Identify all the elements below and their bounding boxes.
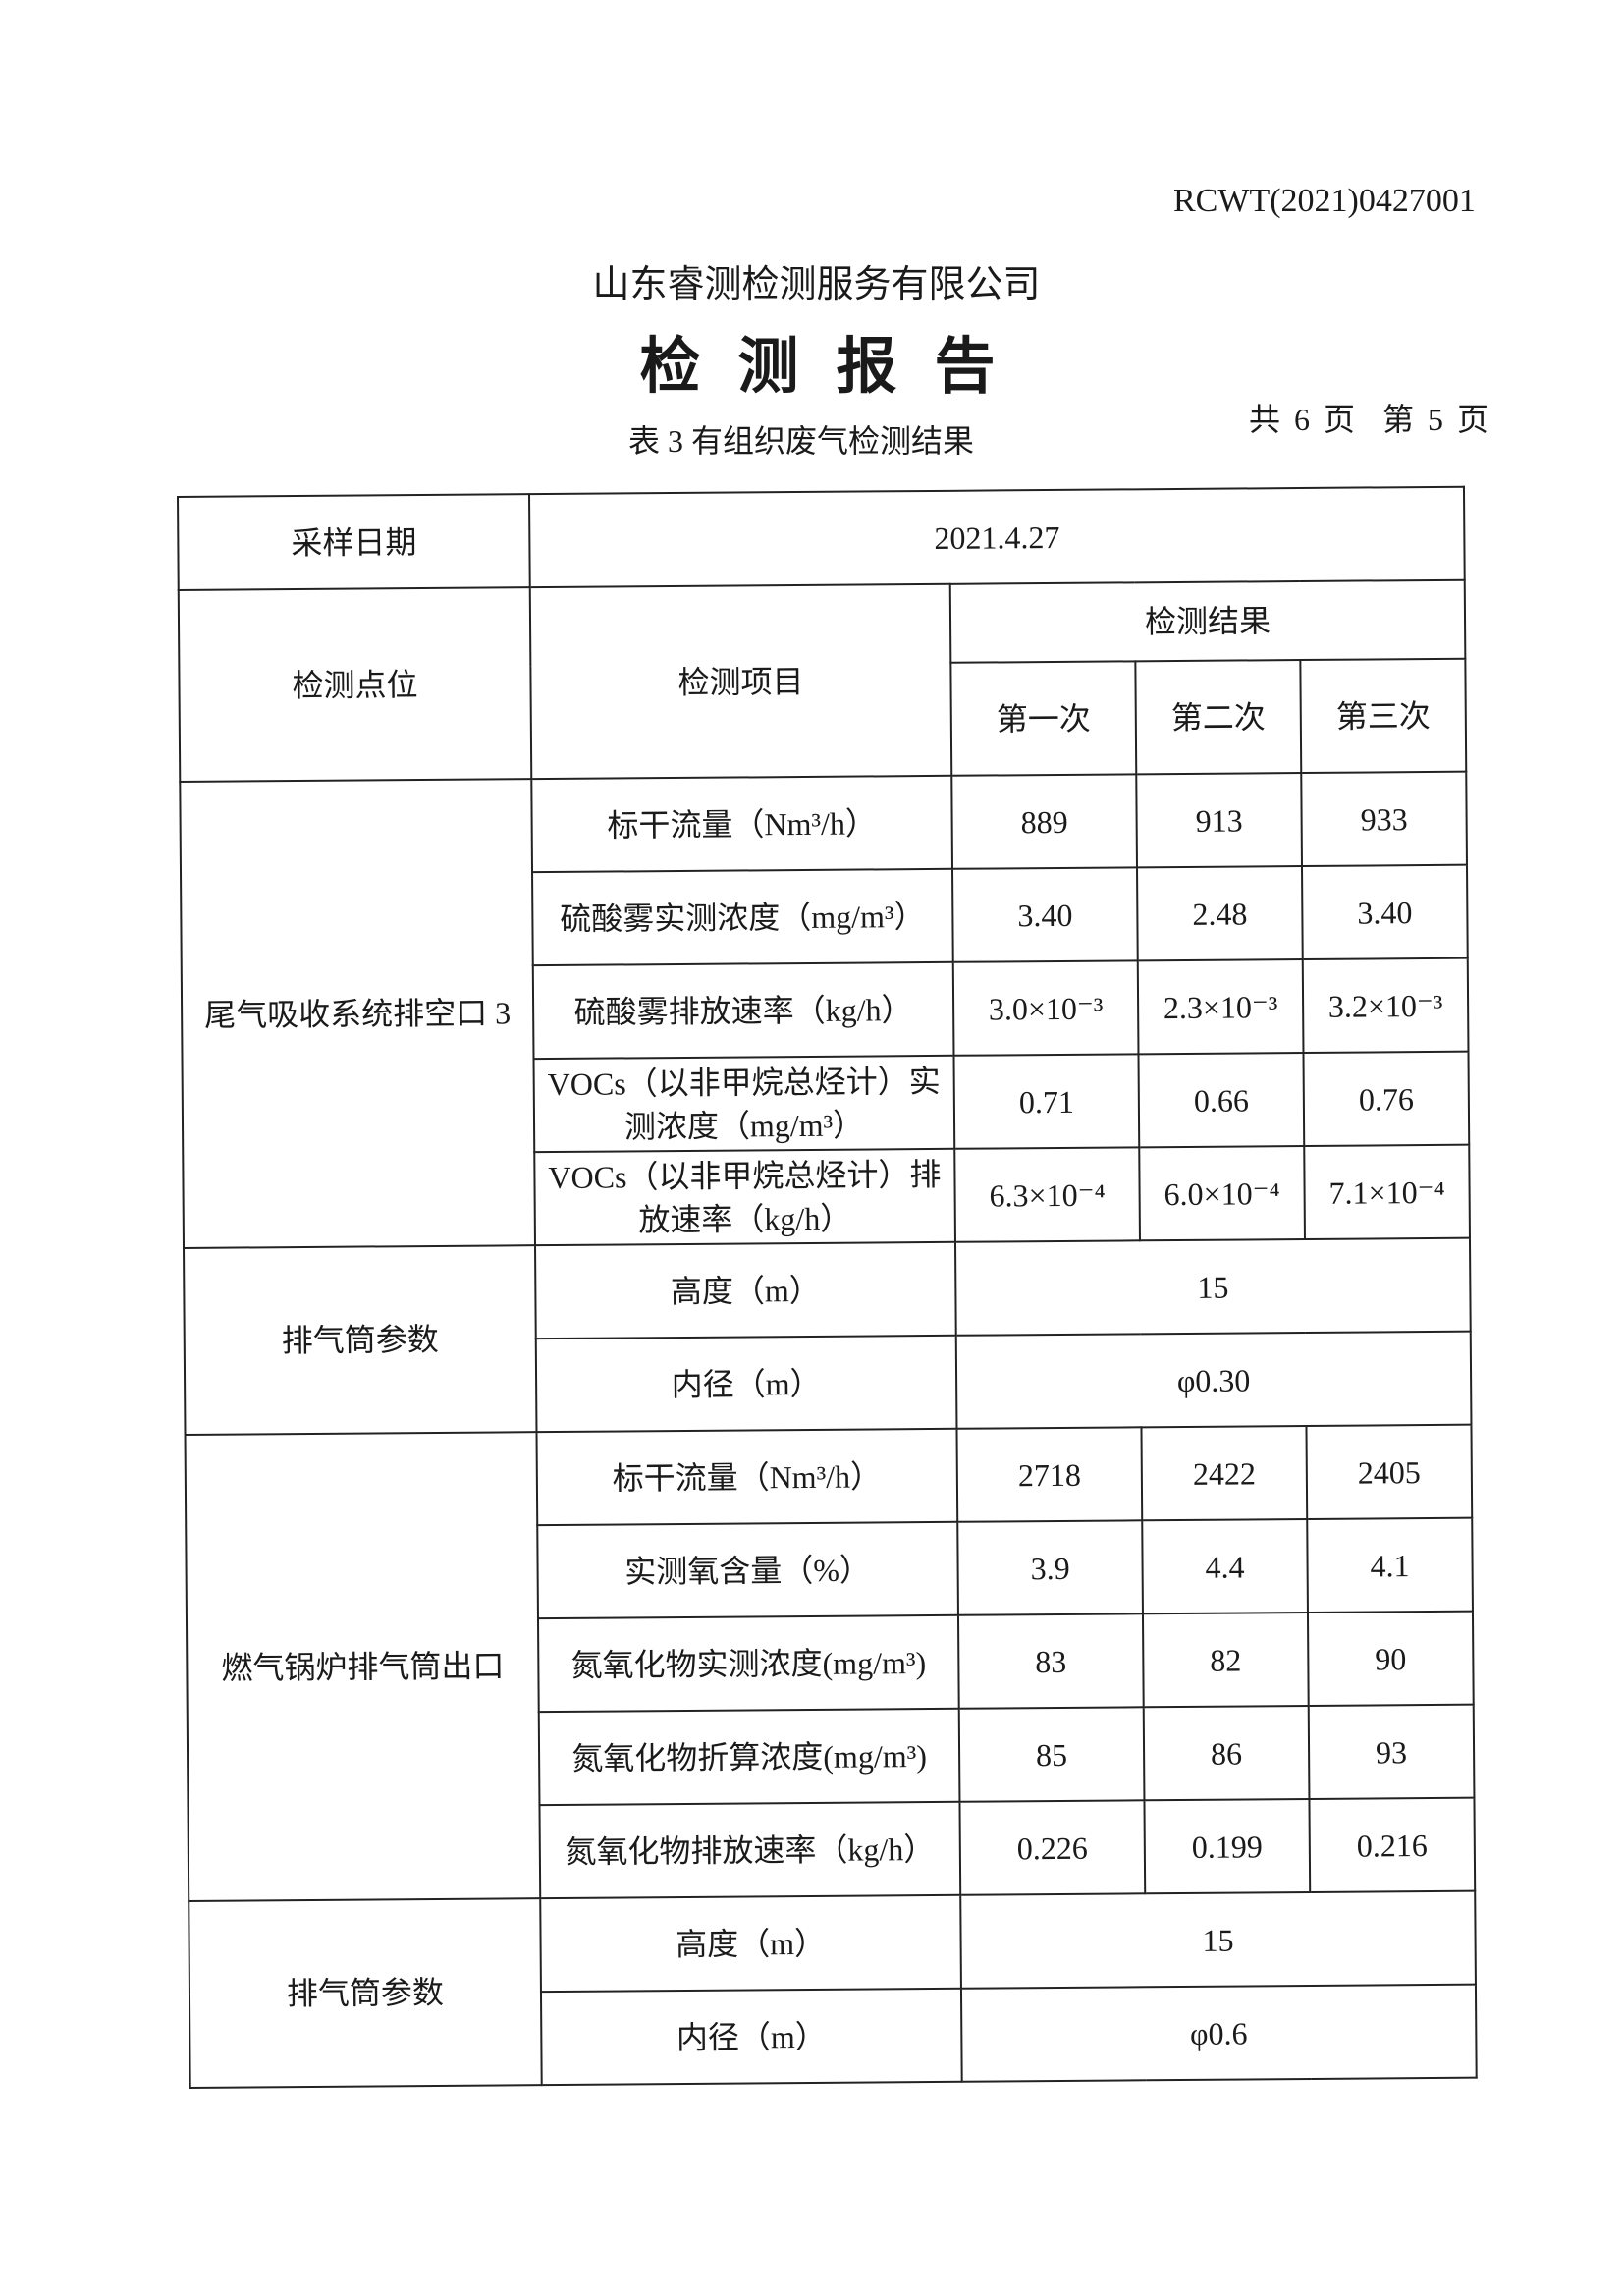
value-cell: 2405 <box>1306 1424 1473 1519</box>
value-cell: 4.1 <box>1307 1517 1473 1613</box>
total-pages: 共 6 页 <box>1249 402 1356 437</box>
table-row: 燃气锅炉排气筒出口 标干流量（Nm³/h） 2718 2422 2405 <box>185 1424 1473 1901</box>
point-cell: 排气筒参数 <box>184 1245 537 1435</box>
value-cell: 2422 <box>1141 1425 1308 1521</box>
header-run-1: 第一次 <box>950 661 1137 776</box>
table-row: 尾气吸收系统排空口 3 标干流量（Nm³/h） 889 913 933 <box>180 771 1467 1248</box>
point-cell: 排气筒参数 <box>189 1898 542 2088</box>
value-cell: 889 <box>951 774 1138 869</box>
value-cell: 0.199 <box>1144 1798 1311 1894</box>
param-value-cell: 15 <box>954 1237 1471 1336</box>
value-cell: 85 <box>958 1707 1145 1802</box>
item-cell: 硫酸雾排放速率（kg/h） <box>532 961 954 1060</box>
point-cell: 燃气锅炉排气筒出口 <box>185 1432 541 1901</box>
value-cell: 90 <box>1307 1611 1474 1706</box>
value-cell: 0.66 <box>1138 1053 1305 1148</box>
value-cell: 82 <box>1142 1612 1309 1708</box>
point-cell: 尾气吸收系统排空口 3 <box>180 779 536 1248</box>
company-name: 山东睿测检测服务有限公司 <box>592 264 1041 305</box>
value-cell: 7.1×10⁻⁴ <box>1304 1144 1470 1239</box>
value-cell: 6.0×10⁻⁴ <box>1139 1146 1305 1241</box>
current-page: 第 5 页 <box>1382 402 1489 437</box>
date-label: 采样日期 <box>178 494 530 590</box>
item-cell: 高度（m） <box>535 1241 956 1339</box>
value-cell: 0.71 <box>953 1054 1140 1149</box>
header-run-2: 第二次 <box>1135 660 1302 775</box>
param-value-cell: φ0.30 <box>955 1331 1472 1429</box>
page-title: 检测报告 <box>639 334 1033 401</box>
item-cell: 硫酸雾实测浓度（mg/m³） <box>532 868 953 966</box>
value-cell: 3.9 <box>957 1520 1143 1615</box>
item-cell: 氮氧化物折算浓度(mg/m³) <box>538 1708 960 1806</box>
page-info: 共 6 页第 5 页 <box>1249 395 1488 440</box>
item-cell: 氮氧化物排放速率（kg/h） <box>539 1801 961 1899</box>
item-cell: 高度（m） <box>540 1894 961 1993</box>
value-cell: 3.2×10⁻³ <box>1302 957 1469 1054</box>
param-value-cell: 15 <box>960 1890 1476 1989</box>
value-cell: 3.40 <box>952 867 1138 962</box>
item-cell: 内径（m） <box>540 1988 962 2086</box>
value-cell: 3.40 <box>1301 864 1468 960</box>
results-table: 采样日期 2021.4.27 检测点位 检测项目 检测结果 第一次 第二次 第三… <box>177 486 1478 2089</box>
value-cell: 6.3×10⁻⁴ <box>954 1147 1140 1242</box>
value-cell: 3.0×10⁻³ <box>952 960 1139 1056</box>
item-cell: 内径（m） <box>535 1335 957 1433</box>
item-cell: VOCs（以非甲烷总烃计）实测浓度（mg/m³） <box>533 1055 955 1153</box>
header-run-3: 第三次 <box>1300 658 1467 774</box>
value-cell: 86 <box>1143 1705 1310 1801</box>
item-cell: 氮氧化物实测浓度(mg/m³) <box>537 1614 959 1713</box>
item-cell: 标干流量（Nm³/h） <box>536 1428 958 1526</box>
value-cell: 2718 <box>956 1427 1143 1522</box>
header-item: 检测项目 <box>529 583 952 780</box>
value-cell: 0.216 <box>1309 1797 1476 1892</box>
header-results: 检测结果 <box>949 579 1466 663</box>
value-cell: 4.4 <box>1142 1518 1308 1614</box>
date-value: 2021.4.27 <box>528 486 1465 588</box>
value-cell: 913 <box>1136 773 1302 868</box>
value-cell: 2.48 <box>1137 866 1303 961</box>
item-cell: 实测氧含量（%） <box>537 1521 958 1619</box>
value-cell: 0.226 <box>959 1800 1146 1895</box>
item-cell: VOCs（以非甲烷总烃计）排放速率（kg/h） <box>534 1148 955 1246</box>
value-cell: 93 <box>1308 1704 1475 1799</box>
table-caption: 表 3 有组织废气检测结果 <box>628 423 975 459</box>
value-cell: 83 <box>957 1613 1144 1709</box>
item-cell: 标干流量（Nm³/h） <box>531 775 953 873</box>
param-value-cell: φ0.6 <box>960 1984 1477 2082</box>
report-number: RCWT(2021)0427001 <box>1173 183 1476 219</box>
value-cell: 933 <box>1301 771 1467 867</box>
value-cell: 0.76 <box>1303 1051 1470 1147</box>
header-point: 检测点位 <box>178 587 532 782</box>
table-row: 排气筒参数 高度（m） 15 <box>189 1890 1476 2088</box>
table-row: 排气筒参数 高度（m） 15 <box>184 1237 1471 1435</box>
value-cell: 2.3×10⁻³ <box>1137 959 1304 1055</box>
